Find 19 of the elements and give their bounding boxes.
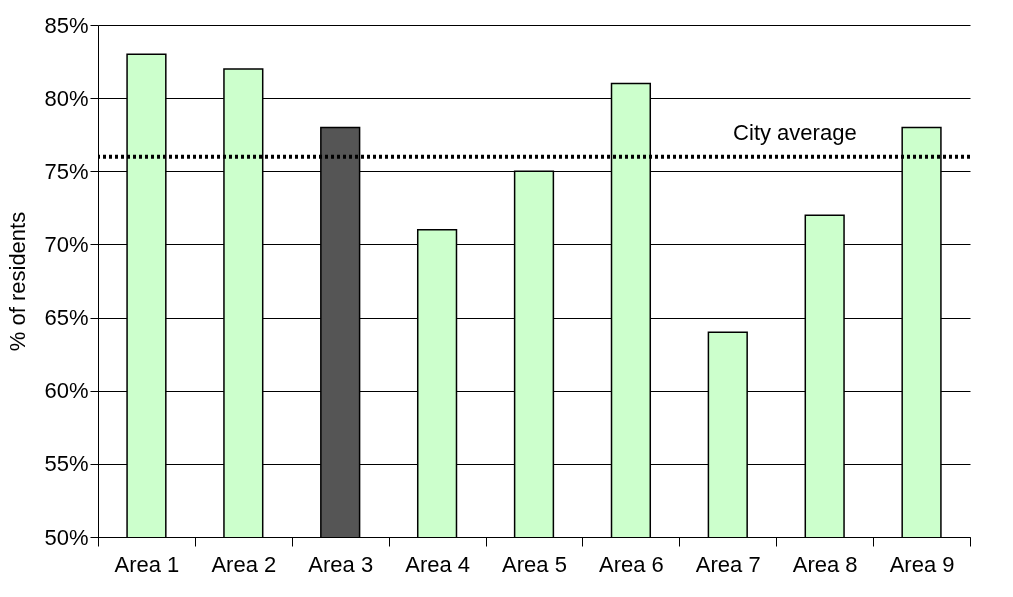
x-tick-label: Area 5	[502, 551, 567, 577]
x-tick-label: Area 8	[792, 551, 858, 577]
x-tick-label: Area 1	[114, 551, 180, 577]
x-tick-label: Area 2	[211, 551, 277, 577]
x-tick-label: Area 3	[308, 551, 374, 577]
y-tick-label: 85%	[44, 12, 89, 38]
y-axis-title: % of residents	[5, 211, 31, 352]
y-tick-label: 50%	[44, 524, 89, 550]
y-tick-label: 75%	[44, 158, 89, 184]
y-tick-label: 60%	[44, 378, 89, 404]
ref-line-label: City average	[733, 119, 857, 145]
x-tick-label: Area 9	[889, 551, 955, 577]
x-tick-label: Area 6	[598, 551, 664, 577]
x-tick-label: Area 4	[405, 551, 471, 577]
y-tick-label: 70%	[44, 231, 89, 257]
y-tick-label: 55%	[44, 451, 89, 477]
x-tick-label: Area 7	[695, 551, 761, 577]
y-tick-label: 80%	[44, 85, 89, 111]
y-tick-label: 65%	[44, 305, 89, 331]
